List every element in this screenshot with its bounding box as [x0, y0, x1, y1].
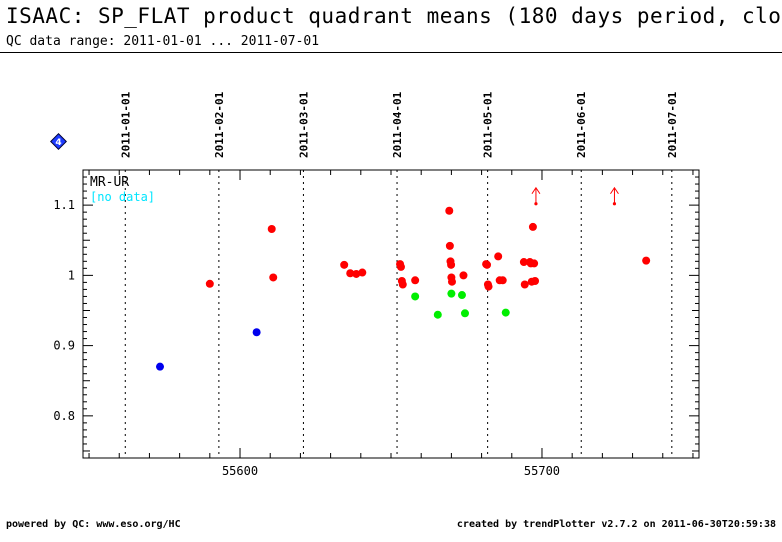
red-point	[447, 260, 456, 269]
outlier-arrow-head	[610, 186, 619, 194]
title-divider	[0, 52, 782, 53]
date-label: 2011-07-01	[666, 91, 679, 158]
x-tick-label: 55700	[524, 464, 560, 478]
red-point	[352, 269, 361, 278]
date-label: 2011-02-01	[213, 91, 226, 158]
chart-title: ISAAC: SP_FLAT product quadrant means (1…	[6, 4, 782, 28]
red-point	[484, 282, 493, 291]
red-point	[445, 241, 454, 250]
y-tick-label: 1.1	[53, 198, 75, 212]
date-markers: 2011-01-01 2011-02-01 2011-03-01 2011-04-01…	[119, 91, 679, 458]
red-point	[447, 277, 456, 286]
red-point	[346, 269, 355, 278]
red-point	[411, 276, 420, 285]
green-point	[460, 309, 469, 318]
date-label: 2011-03-01	[297, 91, 310, 158]
y-tick-label: 1	[68, 268, 75, 282]
plot-frame	[82, 169, 700, 459]
no-data-label: [no data]	[90, 190, 155, 204]
green-point	[501, 308, 510, 317]
y-tick-label: 0.9	[53, 339, 75, 353]
outlier-arrow-head	[531, 186, 541, 194]
red-point	[267, 225, 276, 234]
date-label: 2011-04-01	[391, 91, 404, 158]
red-point	[520, 280, 529, 289]
red-point	[358, 268, 367, 277]
red-point	[642, 256, 651, 265]
red-point	[459, 271, 468, 280]
red-point	[205, 279, 214, 288]
red-point	[498, 276, 507, 285]
outlier-point	[534, 202, 538, 206]
red-point	[530, 259, 539, 268]
blue-point	[252, 328, 261, 337]
green-point	[457, 291, 466, 300]
axis-ticks: 55600 55700 0.8 0.9 1 1.1	[53, 170, 699, 478]
green-point	[433, 310, 442, 319]
red-point	[528, 222, 537, 231]
red-point	[519, 258, 528, 267]
badge-label: 4	[55, 138, 61, 148]
outlier-point	[612, 202, 617, 206]
panel-label: MR-UR	[90, 175, 129, 190]
red-point	[340, 260, 349, 269]
date-label: 2011-05-01	[482, 91, 495, 158]
red-point	[483, 260, 492, 269]
footer-created-by: created by trendPlotter v2.7.2 on 2011-0…	[456, 519, 776, 530]
footer-powered-by: powered by QC: www.eso.org/HC	[6, 519, 181, 530]
red-point	[398, 280, 407, 289]
red-point	[269, 273, 278, 282]
blue-point	[156, 362, 164, 371]
red-point	[494, 252, 503, 261]
data-points	[156, 206, 651, 371]
red-point	[531, 276, 540, 285]
green-point	[411, 292, 420, 301]
x-tick-label: 55600	[222, 464, 258, 478]
status-badge[interactable]: 4	[50, 133, 67, 150]
chart-subtitle: QC data range: 2011-01-01 ... 2011-07-01	[6, 34, 320, 49]
green-point	[447, 289, 456, 298]
red-point	[445, 206, 454, 215]
diamond-icon	[50, 133, 67, 150]
red-point	[396, 262, 405, 271]
date-label: 2011-01-01	[119, 91, 132, 158]
date-label: 2011-06-01	[575, 91, 588, 158]
y-tick-label: 0.8	[53, 409, 75, 423]
outlier-arrows	[531, 186, 619, 206]
